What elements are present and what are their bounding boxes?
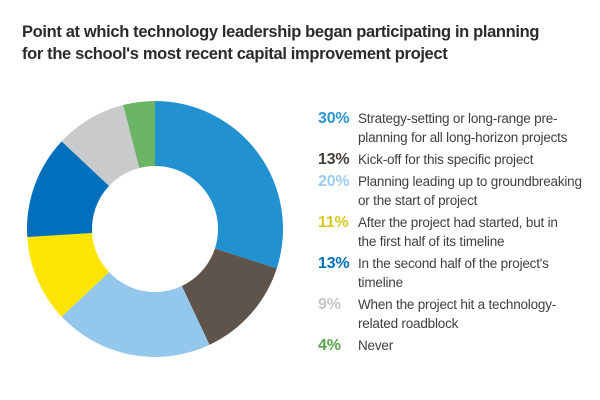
legend-percent: 9% xyxy=(318,296,341,313)
legend-label: After the project had started, but in the… xyxy=(358,215,558,249)
legend: 30% Strategy-setting or long-range pre-pl… xyxy=(318,109,594,358)
legend-item-5: 9% When the project hit a technology-rela… xyxy=(318,295,594,333)
donut-segment-0 xyxy=(155,101,284,269)
legend-percent: 13% xyxy=(318,255,350,272)
legend-label: When the project hit a technology-relate… xyxy=(358,297,557,331)
legend-item-1: 13% Kick-off for this specific project xyxy=(318,150,594,169)
legend-item-0: 30% Strategy-setting or long-range pre-pl… xyxy=(318,109,594,147)
legend-percent: 11% xyxy=(318,214,349,231)
legend-percent: 30% xyxy=(318,110,350,127)
donut-segment-1 xyxy=(181,248,277,345)
legend-label: Kick-off for this specific project xyxy=(358,152,534,167)
donut-segment-4 xyxy=(26,141,110,238)
donut-chart xyxy=(26,101,284,358)
legend-label: Planning leading up to groundbreaking or … xyxy=(358,174,582,208)
legend-percent: 4% xyxy=(318,337,341,354)
legend-label: Strategy-setting or long-range pre-plann… xyxy=(358,111,568,145)
donut-segment-2 xyxy=(61,272,210,358)
donut-segment-3 xyxy=(27,232,110,317)
legend-item-2: 20% Planning leading up to groundbreaking… xyxy=(318,172,594,210)
legend-percent: 13% xyxy=(318,151,350,168)
donut-segment-5 xyxy=(61,105,140,186)
donut-segment-6 xyxy=(123,101,155,168)
page-title-line-1: Point at which technology leadership beg… xyxy=(22,23,540,41)
legend-item-6: 4% Never xyxy=(318,336,594,355)
legend-item-4: 13% In the second half of the project's ti… xyxy=(318,254,594,292)
legend-item-3: 11% After the project had started, but in… xyxy=(318,213,594,251)
page-title-line-2: for the school's most recent capital imp… xyxy=(22,45,448,63)
legend-percent: 20% xyxy=(318,173,350,190)
page-title: Point at which technology leadership beg… xyxy=(22,21,539,65)
legend-label: Never xyxy=(358,338,394,353)
legend-label: In the second half of the project's timel… xyxy=(358,256,549,290)
